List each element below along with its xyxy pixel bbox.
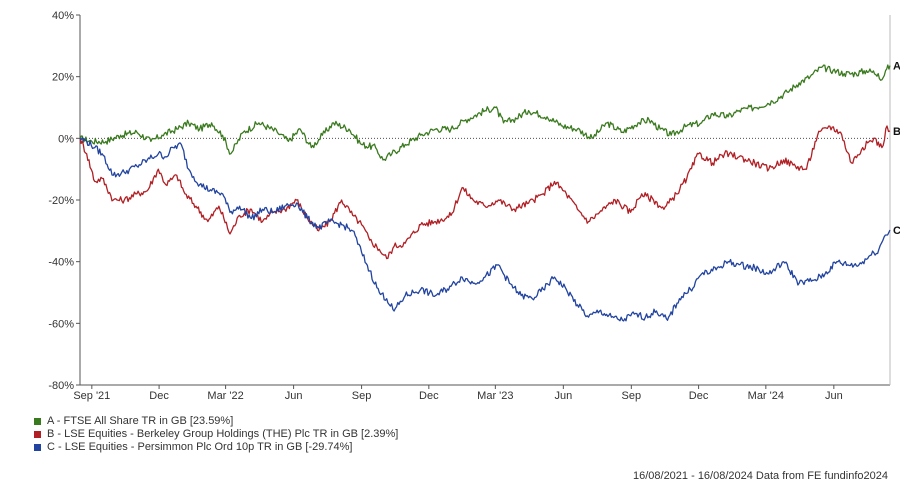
x-tick-label: Sep bbox=[622, 390, 642, 402]
series-line-a bbox=[79, 64, 891, 161]
y-tick-label: -80% bbox=[48, 380, 74, 392]
series-line-c bbox=[79, 137, 891, 322]
x-tick-label: Mar '24 bbox=[748, 390, 784, 402]
y-tick-label: 0% bbox=[58, 133, 74, 145]
y-tick-label: -20% bbox=[48, 195, 74, 207]
legend-label-a: A - FTSE All Share TR in GB [23.59%] bbox=[47, 415, 234, 427]
legend-item-a[interactable]: A - FTSE All Share TR in GB [23.59%] bbox=[34, 415, 398, 428]
x-tick-label: Mar '23 bbox=[477, 390, 513, 402]
y-tick-label: -40% bbox=[48, 257, 74, 269]
x-tick-label: Dec bbox=[149, 390, 169, 402]
legend-item-b[interactable]: B - LSE Equities - Berkeley Group Holdin… bbox=[34, 428, 398, 441]
legend-item-c[interactable]: C - LSE Equities - Persimmon Plc Ord 10p… bbox=[34, 441, 398, 454]
x-tick-label: Sep '21 bbox=[73, 390, 110, 402]
series-line-b bbox=[79, 125, 891, 260]
x-tick-label: Dec bbox=[419, 390, 439, 402]
x-tick-label: Jun bbox=[554, 390, 572, 402]
legend-swatch-c bbox=[34, 444, 41, 451]
y-tick-label: 20% bbox=[52, 72, 74, 84]
series-end-label-a: A bbox=[893, 61, 900, 73]
x-tick-label: Jun bbox=[825, 390, 843, 402]
x-tick-label: Dec bbox=[689, 390, 709, 402]
legend-swatch-a bbox=[34, 418, 41, 425]
series-end-label-c: C bbox=[893, 225, 900, 237]
legend-swatch-b bbox=[34, 431, 41, 438]
legend-label-b: B - LSE Equities - Berkeley Group Holdin… bbox=[47, 428, 399, 440]
y-tick-label: -60% bbox=[48, 318, 74, 330]
x-tick-label: Sep bbox=[352, 390, 372, 402]
x-tick-label: Mar '22 bbox=[207, 390, 243, 402]
y-tick-label: 40% bbox=[52, 10, 74, 22]
series-end-label-b: B bbox=[893, 126, 900, 138]
legend-label-c: C - LSE Equities - Persimmon Plc Ord 10p… bbox=[47, 441, 353, 453]
x-tick-label: Jun bbox=[285, 390, 303, 402]
legend: A - FTSE All Share TR in GB [23.59%] B -… bbox=[34, 415, 398, 454]
source-footer: 16/08/2021 - 16/08/2024 Data from FE fun… bbox=[632, 470, 888, 482]
